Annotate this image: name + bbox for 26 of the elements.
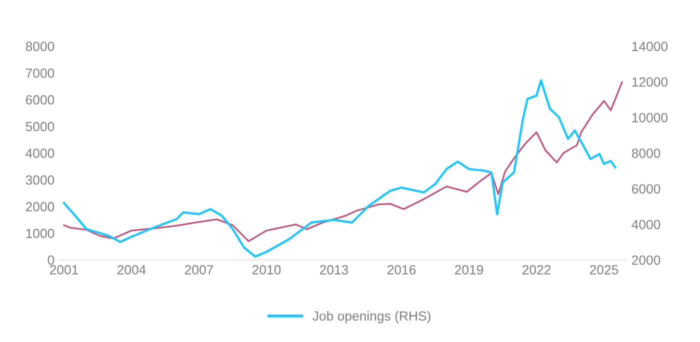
x-tick-label: 2022 <box>522 265 551 274</box>
x-tick-label: 2013 <box>320 265 348 274</box>
y-tick-label: 0 <box>48 255 54 265</box>
y2-tick-label: 2000 <box>632 255 660 265</box>
y-tick-label: 3000 <box>26 175 54 185</box>
x-tick-label: 2019 <box>454 265 484 274</box>
x-tick-label: 2007 <box>184 265 214 274</box>
y-tick-label: 5000 <box>26 122 54 132</box>
y2-tick-label: 8000 <box>632 148 660 158</box>
y2-tick-label: 12000 <box>632 77 668 87</box>
y-tick-label: 7000 <box>26 68 54 78</box>
x-tick-label: 2025 <box>590 265 618 274</box>
y2-tick-label: 10000 <box>632 112 668 122</box>
y-tick-label: 8000 <box>26 42 54 52</box>
legend-label: Job openings (RHS) <box>312 310 430 324</box>
y-tick-label: 4000 <box>26 148 54 158</box>
y-tick-label: 6000 <box>26 95 54 105</box>
y2-tick-label: 6000 <box>632 184 660 194</box>
y2-tick-label: 14000 <box>632 42 668 52</box>
y-tick-label: 1000 <box>26 228 54 238</box>
x-tick-label: 2004 <box>117 265 146 274</box>
y2-tick-label: 4000 <box>632 220 660 230</box>
y-tick-label: 2000 <box>26 202 54 212</box>
x-tick-label: 2010 <box>252 265 281 274</box>
x-tick-label: 2016 <box>387 265 416 274</box>
x-tick-label: 2001 <box>50 265 78 274</box>
